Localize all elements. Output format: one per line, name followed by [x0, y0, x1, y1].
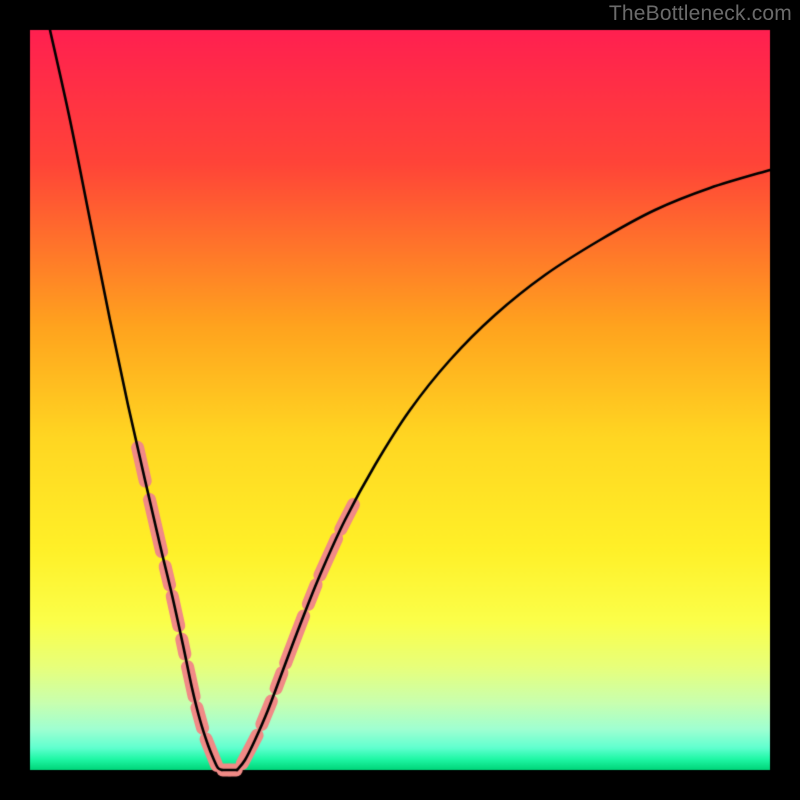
bottleneck-curve-chart: [0, 0, 800, 800]
chart-stage: TheBottleneck.com: [0, 0, 800, 800]
watermark-text: TheBottleneck.com: [609, 2, 792, 26]
